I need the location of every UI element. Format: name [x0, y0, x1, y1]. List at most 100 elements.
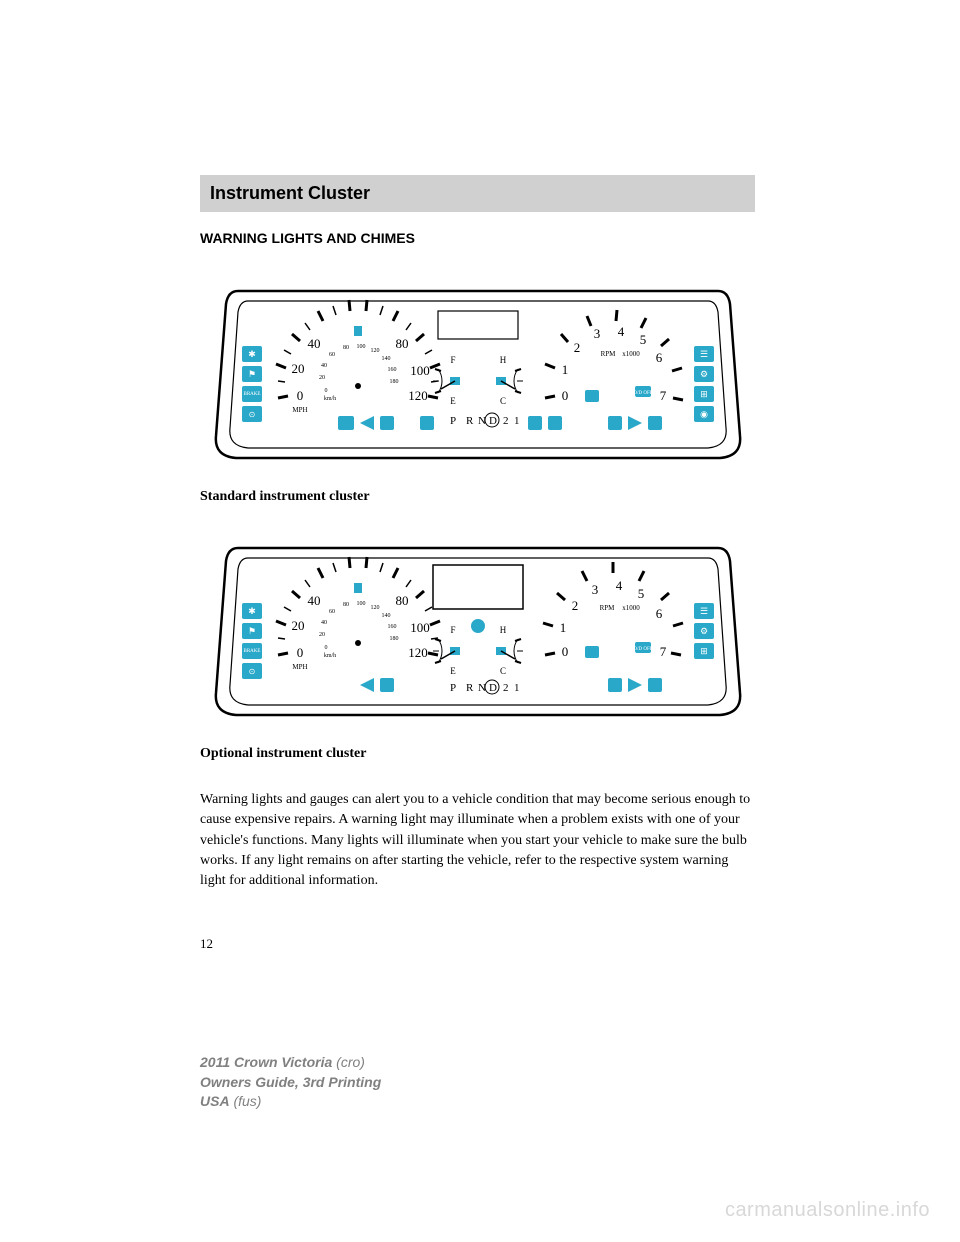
svg-text:1: 1 — [514, 415, 520, 427]
svg-text:x1000: x1000 — [622, 350, 640, 358]
svg-text:RPM: RPM — [600, 350, 616, 358]
svg-text:☰: ☰ — [699, 606, 707, 616]
svg-text:40: 40 — [321, 363, 327, 369]
svg-text:80: 80 — [395, 336, 408, 351]
svg-text:◉: ◉ — [700, 409, 708, 419]
svg-text:H: H — [499, 625, 506, 635]
svg-text:0: 0 — [296, 388, 303, 403]
svg-text:2: 2 — [503, 415, 509, 427]
svg-text:D: D — [489, 682, 497, 694]
optional-cluster-diagram: ✱ ⚑ BRAKE ⊙ ☰ ⚙ ⊞ — [208, 533, 748, 728]
svg-text:160: 160 — [387, 624, 396, 630]
section-header: Instrument Cluster — [200, 175, 755, 212]
svg-text:6: 6 — [655, 350, 662, 365]
svg-text:20: 20 — [319, 375, 325, 381]
svg-text:120: 120 — [408, 645, 428, 660]
svg-text:✱: ✱ — [248, 606, 256, 616]
svg-text:60: 60 — [329, 352, 335, 358]
svg-text:P: P — [450, 415, 456, 427]
svg-text:140: 140 — [381, 356, 390, 362]
svg-text:2: 2 — [573, 340, 580, 355]
svg-text:4: 4 — [615, 578, 622, 593]
svg-text:BRAKE: BRAKE — [243, 649, 260, 654]
svg-text:120: 120 — [408, 388, 428, 403]
svg-text:⚑: ⚑ — [247, 369, 255, 379]
svg-text:140: 140 — [381, 613, 390, 619]
body-paragraph: Warning lights and gauges can alert you … — [200, 790, 755, 891]
svg-text:1: 1 — [559, 620, 566, 635]
page-number: 12 — [200, 936, 755, 952]
svg-text:80: 80 — [395, 593, 408, 608]
svg-text:80: 80 — [343, 602, 349, 608]
svg-text:⊙: ⊙ — [248, 667, 255, 676]
footer-vehicle: 2011 Crown Victoria — [200, 1054, 332, 1070]
svg-text:⊞: ⊞ — [700, 389, 708, 399]
svg-text:BRAKE: BRAKE — [243, 392, 260, 397]
svg-text:40: 40 — [307, 593, 320, 608]
svg-text:5: 5 — [637, 586, 644, 601]
svg-text:km/h: km/h — [323, 396, 335, 402]
svg-text:4: 4 — [617, 324, 624, 339]
svg-text:R: R — [466, 682, 474, 694]
footer-guide: Owners Guide, 3rd Printing — [200, 1073, 381, 1093]
svg-text:x1000: x1000 — [622, 604, 640, 612]
svg-text:100: 100 — [410, 620, 430, 635]
svg-text:3: 3 — [591, 582, 598, 597]
svg-text:100: 100 — [356, 344, 365, 350]
svg-text:0: 0 — [296, 645, 303, 660]
svg-text:120: 120 — [370, 605, 379, 611]
svg-text:40: 40 — [321, 620, 327, 626]
svg-text:3: 3 — [593, 326, 600, 341]
svg-text:MPH: MPH — [292, 406, 307, 414]
svg-text:20: 20 — [291, 361, 304, 376]
svg-text:180: 180 — [389, 636, 398, 642]
svg-text:180: 180 — [389, 379, 398, 385]
svg-text:O/D OFF: O/D OFF — [633, 647, 652, 652]
svg-text:7: 7 — [659, 644, 666, 659]
svg-text:MPH: MPH — [292, 663, 307, 671]
svg-text:RPM: RPM — [599, 604, 615, 612]
svg-text:E: E — [450, 396, 456, 406]
svg-text:C: C — [499, 666, 505, 676]
svg-text:80: 80 — [343, 345, 349, 351]
svg-text:0: 0 — [324, 645, 327, 651]
svg-text:0: 0 — [561, 644, 568, 659]
svg-text:2: 2 — [503, 682, 509, 694]
svg-text:✱: ✱ — [248, 349, 256, 359]
svg-text:1: 1 — [561, 362, 568, 377]
svg-text:100: 100 — [356, 601, 365, 607]
svg-text:⚙: ⚙ — [699, 369, 707, 379]
svg-text:C: C — [499, 396, 505, 406]
svg-text:E: E — [450, 666, 456, 676]
svg-text:40: 40 — [307, 336, 320, 351]
right-warning-icons: ☰ ⚙ ⊞ — [694, 603, 714, 659]
svg-text:D: D — [489, 415, 497, 427]
svg-text:100: 100 — [410, 363, 430, 378]
svg-text:☰: ☰ — [699, 349, 707, 359]
svg-text:2: 2 — [571, 598, 578, 613]
svg-text:6: 6 — [655, 606, 662, 621]
svg-text:120: 120 — [370, 348, 379, 354]
svg-text:7: 7 — [659, 388, 666, 403]
subsection-title: WARNING LIGHTS AND CHIMES — [200, 230, 755, 246]
footer: 2011 Crown Victoria (cro) Owners Guide, … — [200, 1053, 381, 1112]
watermark: carmanualsonline.info — [725, 1199, 930, 1222]
svg-text:160: 160 — [387, 367, 396, 373]
svg-text:20: 20 — [291, 618, 304, 633]
svg-text:0: 0 — [561, 388, 568, 403]
footer-code2: (fus) — [233, 1093, 261, 1109]
svg-text:km/h: km/h — [323, 653, 335, 659]
svg-text:F: F — [450, 355, 455, 365]
footer-code1: (cro) — [336, 1054, 365, 1070]
svg-text:⊙: ⊙ — [248, 410, 255, 419]
svg-text:⚑: ⚑ — [247, 626, 255, 636]
footer-region: USA — [200, 1093, 230, 1109]
caption-standard: Standard instrument cluster — [200, 489, 755, 505]
svg-text:1: 1 — [514, 682, 520, 694]
svg-text:⚙: ⚙ — [699, 626, 707, 636]
svg-text:P: P — [450, 682, 456, 694]
svg-text:5: 5 — [639, 332, 646, 347]
svg-text:⊞: ⊞ — [700, 646, 708, 656]
svg-text:F: F — [450, 625, 455, 635]
svg-text:20: 20 — [319, 632, 325, 638]
